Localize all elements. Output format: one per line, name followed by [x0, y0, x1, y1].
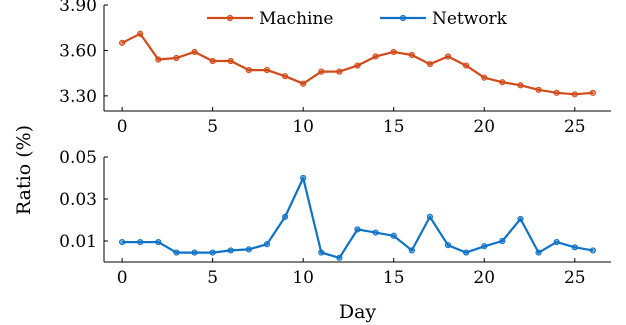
- x-tick-label: 15: [383, 268, 405, 288]
- data-point-machine: [589, 89, 596, 96]
- x-tick-label: 0: [117, 268, 128, 288]
- data-point-machine: [535, 86, 542, 93]
- panel-1: 3.30 3.60 3.90 0 5 10 15 20 25: [59, 0, 611, 137]
- data-point-machine: [481, 74, 488, 81]
- x-tick-label: 0: [117, 117, 128, 137]
- data-point-network: [354, 226, 361, 233]
- data-point-network: [281, 213, 289, 220]
- x-tick-label: 10: [292, 117, 314, 137]
- data-point-machine: [173, 54, 180, 62]
- x-tick-label: 25: [564, 117, 586, 137]
- data-point-machine: [336, 68, 343, 75]
- data-point-machine: [553, 89, 560, 96]
- data-point-network: [390, 232, 397, 239]
- legend: Machine Network: [207, 9, 508, 29]
- data-point-network: [263, 241, 271, 248]
- x-tick-label: 20: [473, 117, 495, 137]
- data-point-network: [119, 238, 126, 246]
- x-tick-label: 20: [473, 268, 495, 288]
- x-tick-label: 25: [564, 268, 586, 288]
- data-point-machine: [426, 60, 434, 68]
- data-point-machine: [390, 48, 397, 56]
- y-tick-label: 0.03: [59, 190, 97, 210]
- data-point-network: [481, 243, 488, 250]
- data-point-machine: [499, 79, 506, 86]
- legend-label: Network: [432, 9, 508, 29]
- data-point-network: [444, 242, 452, 249]
- data-point-machine: [137, 30, 144, 37]
- data-point-network: [300, 174, 307, 182]
- data-point-network: [227, 247, 234, 254]
- data-point-machine: [281, 73, 289, 80]
- data-point-machine: [517, 82, 524, 89]
- y-tick-label: 3.90: [59, 0, 97, 16]
- y-axis-label: Ratio (%): [13, 125, 35, 215]
- legend-swatch-marker: [226, 14, 234, 22]
- data-point-machine: [372, 53, 379, 60]
- data-point-network: [155, 238, 162, 246]
- data-point-network: [336, 254, 343, 261]
- data-point-machine: [318, 68, 325, 75]
- x-tick-label: 5: [207, 117, 218, 137]
- data-point-network: [463, 249, 470, 256]
- data-point-network: [245, 246, 252, 253]
- data-point-machine: [463, 62, 470, 69]
- data-point-network: [372, 229, 379, 236]
- legend-label: Machine: [259, 9, 333, 29]
- x-tick-label: 15: [383, 117, 405, 137]
- data-point-machine: [191, 48, 198, 56]
- data-point-machine: [155, 56, 162, 63]
- data-point-machine: [119, 39, 126, 46]
- data-point-network: [408, 247, 415, 254]
- data-point-machine: [209, 57, 216, 65]
- data-point-network: [191, 249, 198, 256]
- data-point-network: [571, 244, 578, 251]
- x-tick-label: 10: [292, 268, 314, 288]
- data-point-machine: [444, 53, 452, 60]
- y-tick-label: 3.60: [59, 41, 97, 61]
- data-point-machine: [571, 91, 578, 98]
- data-point-machine: [245, 67, 252, 74]
- y-tick-label: 3.30: [59, 87, 97, 107]
- data-point-network: [426, 213, 434, 220]
- panel-2: 0.01 0.03 0.05 0 5 10 15 20 25 Day: [59, 148, 611, 323]
- data-point-network: [209, 249, 216, 256]
- data-point-network: [589, 247, 596, 254]
- y-tick-label: 0.01: [59, 232, 97, 252]
- data-point-network: [517, 215, 524, 223]
- data-point-network: [499, 237, 506, 245]
- data-point-network: [318, 249, 325, 256]
- data-point-machine: [300, 80, 307, 87]
- data-point-network: [173, 249, 180, 256]
- x-tick-label: 5: [207, 268, 218, 288]
- data-point-machine: [263, 67, 271, 74]
- data-point-network: [535, 249, 542, 256]
- data-point-network: [553, 238, 560, 246]
- y-tick-label: 0.05: [59, 148, 97, 168]
- data-point-network: [137, 238, 144, 246]
- x-axis-label: Day: [339, 301, 377, 323]
- legend-swatch-marker: [399, 14, 407, 22]
- data-point-machine: [408, 51, 415, 59]
- data-point-machine: [227, 57, 234, 65]
- data-point-machine: [354, 62, 361, 69]
